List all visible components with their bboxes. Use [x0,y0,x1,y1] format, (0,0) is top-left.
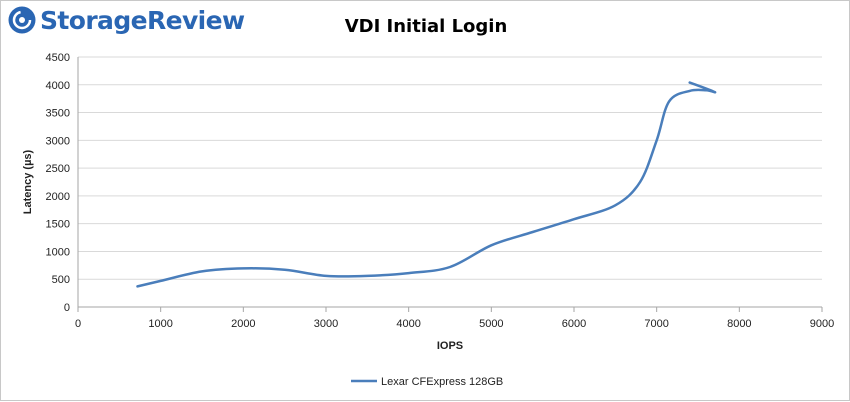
x-tick-label: 1000 [148,318,172,330]
x-tick-label: 5000 [479,318,503,330]
y-tick-label: 500 [52,274,70,286]
brand-logo: StorageReview [7,5,245,35]
x-tick-label: 2000 [231,318,255,330]
series-line [136,81,717,288]
y-tick-label: 4500 [46,52,70,64]
x-tick-label: 9000 [810,318,834,330]
y-tick-label: 3500 [46,108,70,120]
x-tick-label: 3000 [314,318,338,330]
y-tick-label: 0 [64,302,70,314]
y-tick-label: 3000 [46,135,70,147]
x-tick-label: 8000 [727,318,751,330]
y-tick-label: 2000 [46,191,70,203]
y-axis-title: Latency (µs) [22,149,34,214]
x-tick-label: 6000 [562,318,586,330]
storagereview-logo-icon [8,6,36,34]
y-tick-label: 1000 [46,246,70,258]
y-tick-label: 2500 [46,163,70,175]
chart-title: VDI Initial Login [344,16,508,37]
y-tick-label: 1500 [46,219,70,231]
x-tick-label: 7000 [644,318,668,330]
x-tick-label: 4000 [396,318,420,330]
x-axis-title: IOPS [437,340,463,352]
x-tick-label: 0 [75,318,81,330]
brand-name: StorageReview [40,5,245,35]
y-tick-label: 4000 [46,80,70,92]
legend-label: Lexar CFExpress 128GB [381,376,503,388]
